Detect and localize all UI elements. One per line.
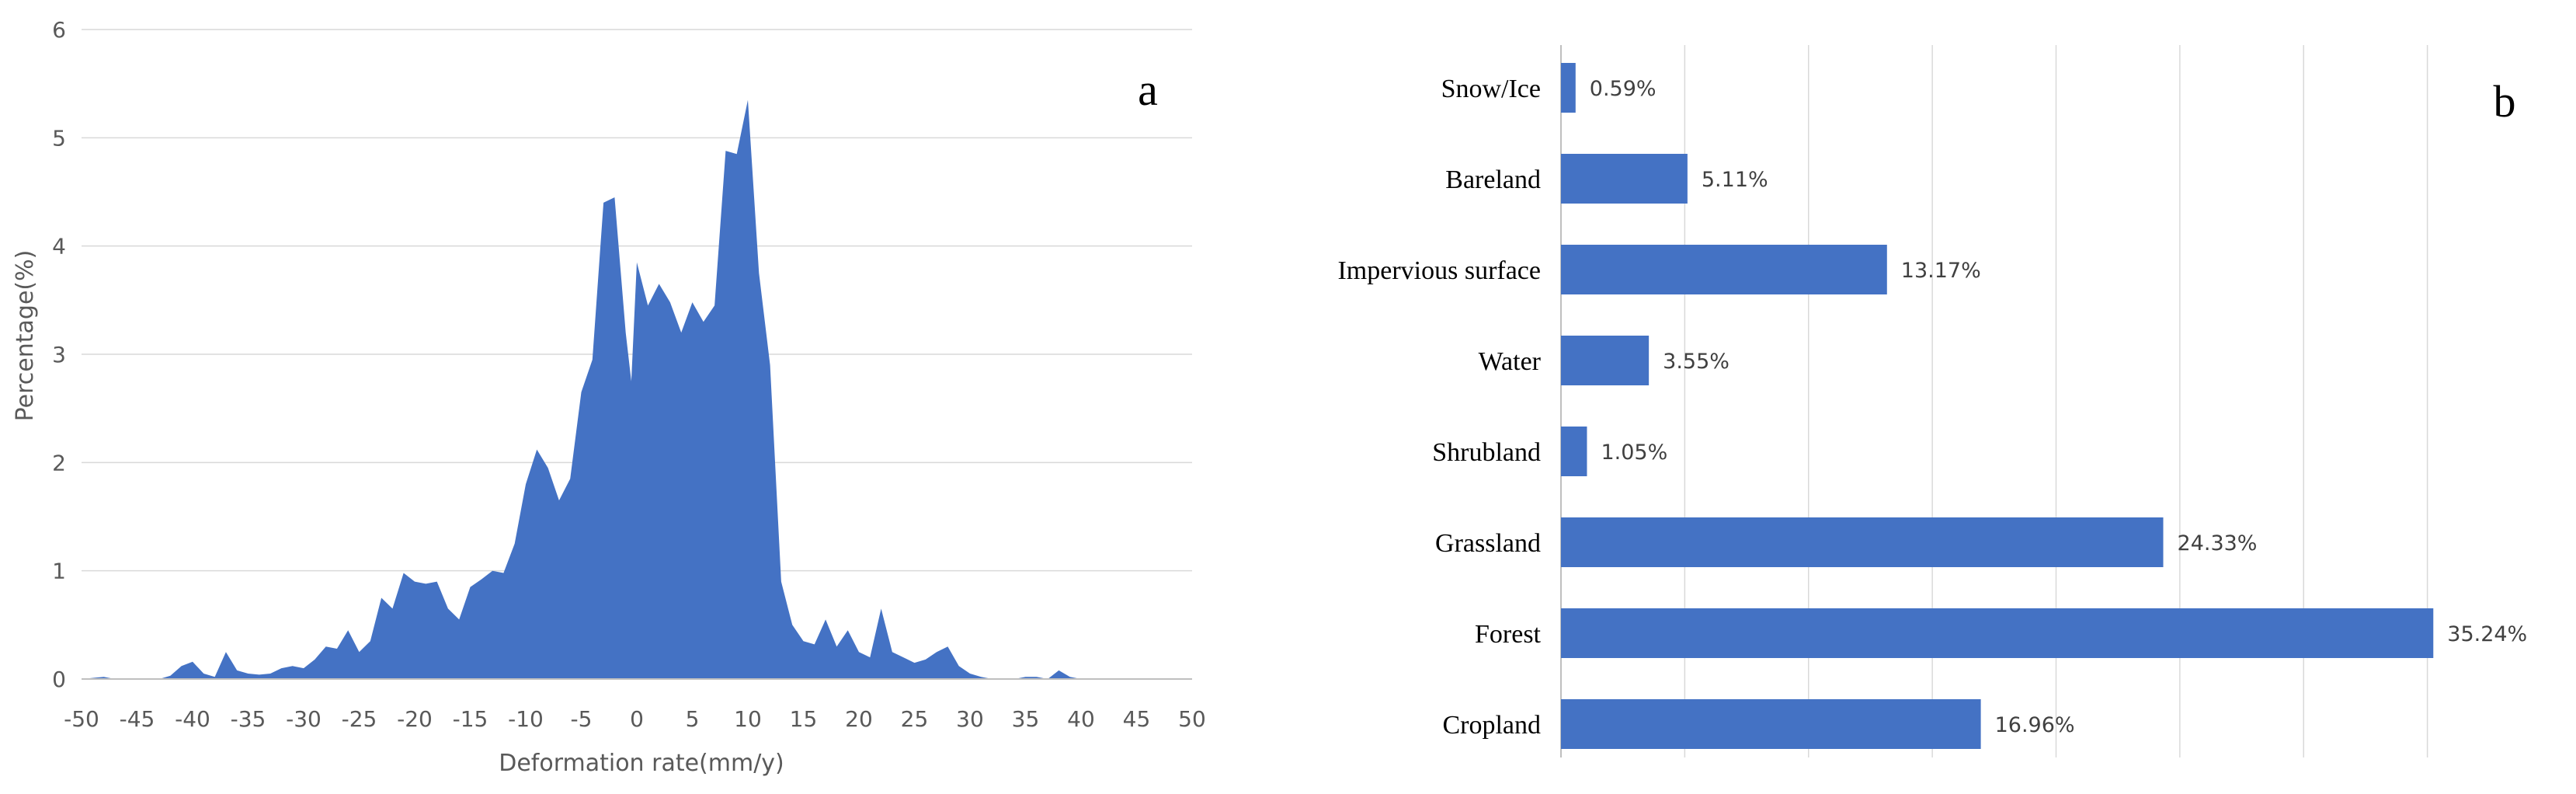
bar xyxy=(1561,427,1587,476)
x-tick-label: -40 xyxy=(175,706,210,732)
x-tick-label: 40 xyxy=(1067,706,1095,732)
bar-value-label: 13.17% xyxy=(1901,259,1981,283)
y-tick-label: 3 xyxy=(52,342,66,367)
x-tick-label: -5 xyxy=(571,706,593,732)
x-tick-label: -20 xyxy=(397,706,433,732)
x-tick-label: 25 xyxy=(901,706,929,732)
bar-value-label: 35.24% xyxy=(2447,622,2527,646)
bar-value-label: 1.05% xyxy=(1601,441,1667,465)
bar xyxy=(1561,63,1576,113)
y-tick-label: 0 xyxy=(52,667,66,692)
bars xyxy=(1561,63,2434,749)
bar xyxy=(1561,699,1981,749)
panel-label-b: b xyxy=(2494,76,2516,127)
category-label: Forest xyxy=(1475,620,1542,649)
bar xyxy=(1561,336,1650,385)
percentage-area-series xyxy=(82,99,1137,680)
x-tick-label: -25 xyxy=(342,706,377,732)
y-tick-label: 6 xyxy=(52,17,66,43)
x-tick-label: -45 xyxy=(120,706,155,732)
x-tick-label: -50 xyxy=(64,706,99,732)
bar-value-label: 0.59% xyxy=(1590,77,1656,101)
x-tick-label: -15 xyxy=(453,706,488,732)
data-labels: 0.59% 5.11% 13.17% 3.55% 1.05% 24.33% 35.24% 16… xyxy=(1590,77,2527,737)
category-label: Cropland xyxy=(1442,711,1541,740)
bar-value-label: 3.55% xyxy=(1663,350,1730,374)
category-label: Bareland xyxy=(1445,165,1541,194)
x-tick-label: -30 xyxy=(286,706,322,732)
x-tick-label: 20 xyxy=(845,706,873,732)
x-tick-label: 5 xyxy=(686,706,700,732)
x-tick-label: 30 xyxy=(956,706,984,732)
bar-value-label: 24.33% xyxy=(2178,531,2258,555)
category-label: Water xyxy=(1479,347,1542,376)
x-tick-label: 50 xyxy=(1178,706,1206,732)
bar xyxy=(1561,245,1887,294)
category-label: Snow/Ice xyxy=(1441,75,1541,103)
x-tick-label: -35 xyxy=(231,706,266,732)
x-tick-labels: -50 -45 -40 -35 -30 -25 -20 -15 -10 -5 0 5 10 15 20 25 3… xyxy=(64,706,1206,732)
y-tick-label: 2 xyxy=(52,450,66,475)
bar xyxy=(1561,608,2434,658)
y-tick-label: 4 xyxy=(52,234,66,259)
category-label: Impervious surface xyxy=(1337,256,1541,285)
bar xyxy=(1561,154,1688,204)
y-axis-title: Percentage(%) xyxy=(12,250,39,422)
bar-value-label: 16.96% xyxy=(1995,713,2075,737)
bar-chart-panel: Snow/Ice Bareland Impervious surface Water S… xyxy=(1212,0,2576,794)
y-tick-labels: 0 1 2 3 4 5 6 xyxy=(52,17,66,692)
land-cover-bar-chart: Snow/Ice Bareland Impervious surface Water S… xyxy=(1337,45,2527,757)
x-tick-label: 10 xyxy=(734,706,762,732)
x-tick-label: 15 xyxy=(790,706,818,732)
category-label: Shrubland xyxy=(1432,438,1541,467)
y-tick-label: 1 xyxy=(52,559,66,584)
y-tick-label: 5 xyxy=(52,125,66,151)
bar-value-label: 5.11% xyxy=(1702,168,1768,192)
x-tick-label: 0 xyxy=(630,706,644,732)
bar xyxy=(1561,517,2164,567)
x-tick-label: -10 xyxy=(508,706,544,732)
panel-label-a: a xyxy=(1138,64,1158,115)
x-tick-label: 35 xyxy=(1012,706,1040,732)
category-labels: Snow/Ice Bareland Impervious surface Water S… xyxy=(1337,75,1541,740)
x-axis-title: Deformation rate(mm/y) xyxy=(499,750,784,777)
x-tick-label: 45 xyxy=(1123,706,1151,732)
category-label: Grassland xyxy=(1435,529,1541,558)
